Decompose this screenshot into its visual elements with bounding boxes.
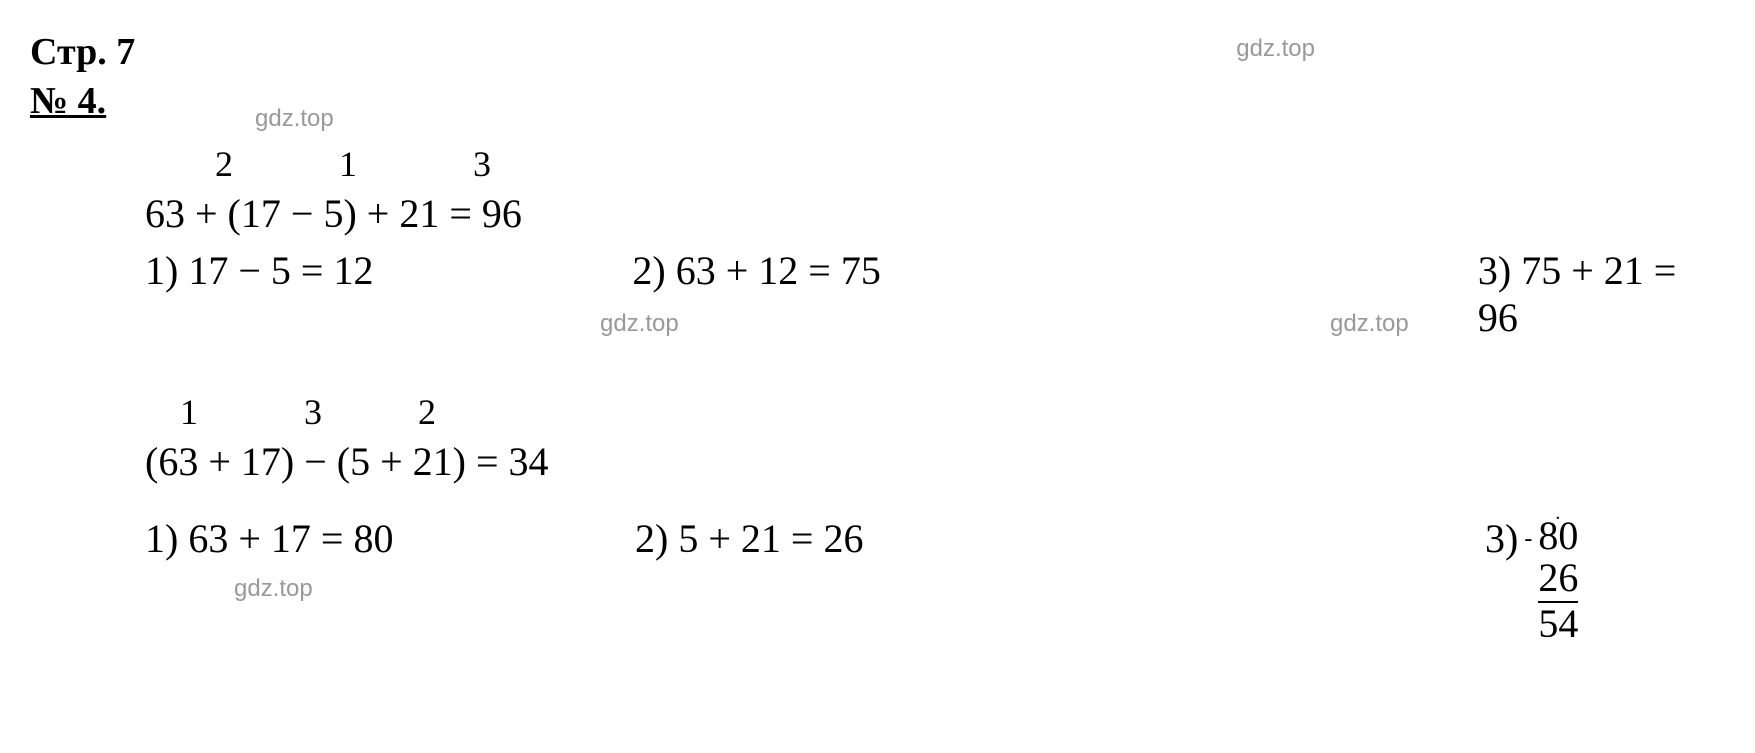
order-marks: 1 3 2 (180, 391, 1725, 433)
watermark: gdz.top (234, 575, 313, 603)
step-2: 2) 63 + 12 = 75 (632, 247, 1129, 294)
steps-row: 1) 63 + 17 = 80 2) 5 + 21 = 26 3) . - 80… (145, 515, 1725, 645)
column-subtraction: . - 80 26 54 (1538, 515, 1578, 645)
order-marks: 2 1 3 (215, 143, 1725, 185)
step-3: 3) 75 + 21 = 96 (1478, 247, 1725, 341)
carry-dot: . (1555, 503, 1560, 524)
expression: (63 + 17) − (5 + 21) = 34 (145, 438, 1725, 485)
order-mark: 3 (304, 391, 409, 433)
order-mark: 1 (180, 391, 295, 433)
problem-2: 1 3 2 (63 + 17) − (5 + 21) = 34 1) 63 + … (145, 391, 1725, 645)
step-1: 1) 17 − 5 = 12 (145, 247, 632, 294)
page-title: Стр. 7 (30, 30, 1725, 74)
watermark: gdz.top (1236, 35, 1315, 63)
order-mark: 1 (339, 143, 464, 185)
steps-row: 1) 17 − 5 = 12 2) 63 + 12 = 75 3) 75 + 2… (145, 247, 1725, 341)
step-2: 2) 5 + 21 = 26 (635, 515, 1135, 562)
watermark: gdz.top (255, 105, 334, 133)
subtrahend: 26 (1538, 557, 1578, 603)
watermark: gdz.top (1330, 310, 1409, 338)
step-3-prefix: 3) (1485, 516, 1518, 561)
difference: 54 (1538, 603, 1578, 645)
step-3: 3) . - 80 26 54 (1485, 515, 1578, 645)
step-1: 1) 63 + 17 = 80 (145, 515, 635, 562)
order-mark: 2 (418, 391, 436, 433)
order-mark: 3 (473, 143, 491, 185)
watermark: gdz.top (600, 310, 679, 338)
problem-1: 2 1 3 63 + (17 − 5) + 21 = 96 1) 17 − 5 … (145, 143, 1725, 341)
expression: 63 + (17 − 5) + 21 = 96 (145, 190, 1725, 237)
content: 2 1 3 63 + (17 − 5) + 21 = 96 1) 17 − 5 … (145, 143, 1725, 645)
minus-icon: - (1524, 527, 1532, 552)
order-mark: 2 (215, 143, 330, 185)
